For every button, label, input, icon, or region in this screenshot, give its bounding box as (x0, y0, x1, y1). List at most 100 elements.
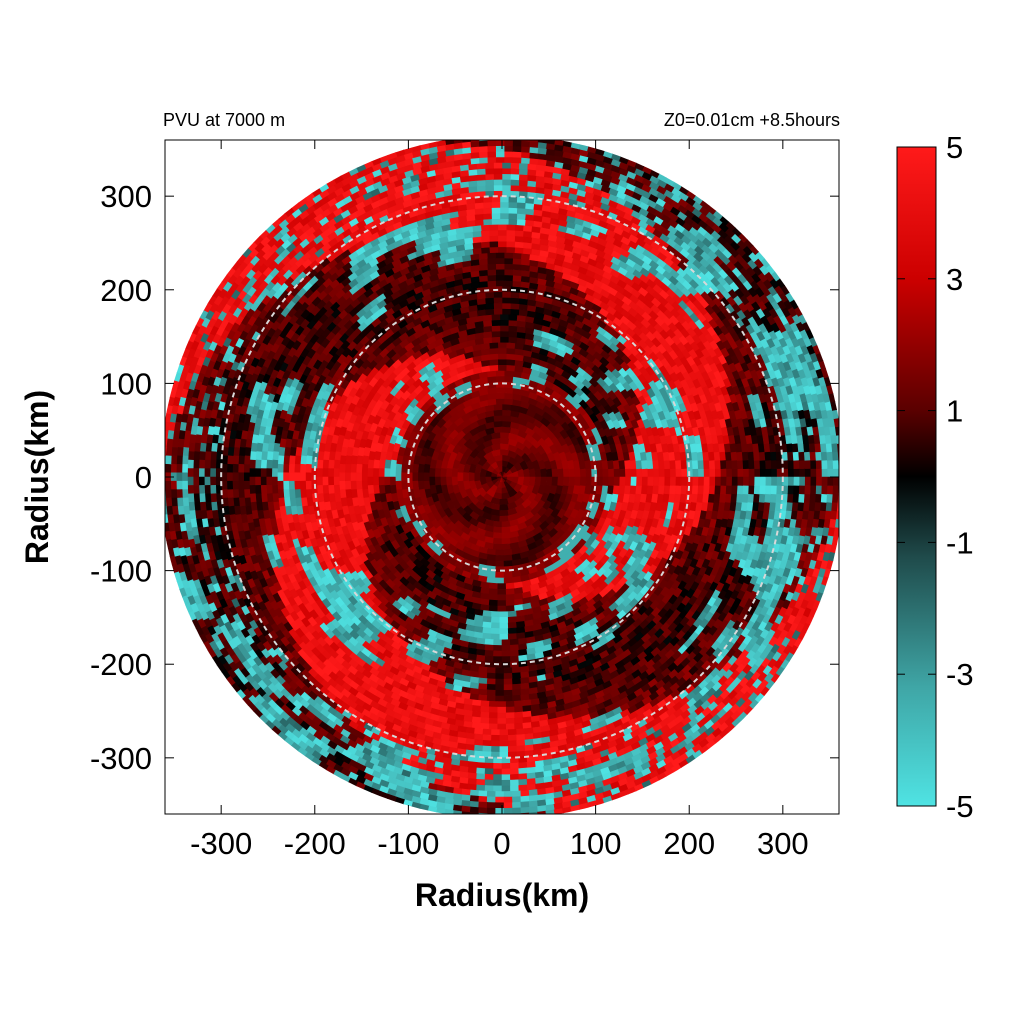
heatmap-cell (497, 594, 507, 601)
heatmap-cell (486, 672, 497, 680)
heatmap-cell (482, 201, 492, 209)
heatmap-cell (512, 274, 522, 282)
heatmap-cell (493, 296, 503, 304)
heatmap-cell (503, 251, 514, 259)
heatmap-cell (509, 649, 520, 657)
heatmap-cell (516, 213, 526, 220)
heatmap-cell (480, 241, 490, 249)
heatmap-cell (568, 476, 576, 487)
heatmap-cell (266, 493, 274, 503)
heatmap-cell (445, 467, 453, 478)
heatmap-cell (499, 509, 510, 517)
heatmap-cell (254, 468, 261, 478)
heatmap-cell (497, 723, 507, 731)
heatmap-cell (495, 695, 505, 703)
heatmap-cell (652, 484, 660, 495)
heatmap-cell (574, 476, 581, 487)
heatmap-cell (488, 700, 499, 708)
heatmap-cell (468, 472, 475, 482)
heatmap-cell (243, 472, 250, 482)
heatmap-cell (428, 476, 436, 487)
heatmap-cell (499, 443, 510, 450)
heatmap-cell (501, 537, 512, 545)
heatmap-cell (488, 712, 499, 719)
heatmap-cell (226, 463, 234, 474)
heatmap-cell (361, 463, 369, 474)
heatmap-cell (720, 476, 728, 486)
heatmap-cell (254, 476, 261, 486)
heatmap-cell (703, 484, 710, 495)
heatmap-cell (675, 468, 683, 478)
heatmap-cell (488, 246, 499, 254)
heatmap-cell (491, 740, 501, 747)
heatmap-cell (516, 207, 526, 215)
heatmap-cell (488, 605, 499, 613)
heatmap-cell (709, 468, 716, 478)
heatmap-cell (288, 463, 295, 474)
heatmap-cell (516, 201, 526, 209)
heatmap-cell (736, 493, 744, 503)
heatmap-cell (395, 480, 403, 491)
heatmap-cell (499, 740, 509, 747)
heatmap-cell (486, 257, 497, 265)
heatmap-cell (585, 467, 593, 478)
heatmap-cell (488, 588, 499, 596)
heatmap-cell (478, 683, 488, 691)
heatmap-cell (491, 207, 501, 214)
heatmap-cell (327, 476, 335, 486)
heatmap-cell (748, 468, 756, 478)
heatmap-cell (260, 451, 268, 461)
heatmap-cell (488, 723, 499, 731)
heatmap-cell (395, 463, 403, 474)
heatmap-cell (758, 493, 766, 503)
heatmap-cell (499, 325, 509, 332)
heatmap-cell (505, 223, 516, 231)
heatmap-cell (232, 463, 239, 474)
heatmap-cell (675, 476, 683, 486)
heatmap-cell (277, 480, 284, 491)
heatmap-cell (758, 451, 766, 461)
heatmap-cell (482, 728, 492, 736)
heatmap-cell (503, 375, 514, 383)
heatmap-cell (516, 739, 526, 747)
heatmap-cell (428, 467, 436, 478)
heatmap-cell (497, 235, 507, 242)
heatmap-cell (646, 459, 654, 470)
heatmap-cell (486, 695, 497, 702)
heatmap-cell (770, 451, 778, 461)
heatmap-cell (299, 463, 307, 474)
heatmap-cell (636, 476, 643, 486)
heatmap-cell (505, 605, 516, 613)
heatmap-cell (490, 325, 501, 332)
heatmap-cell (764, 493, 772, 503)
heatmap-cell (653, 468, 660, 478)
heatmap-cell (488, 706, 499, 714)
heatmap-cell (516, 218, 526, 226)
heatmap-cell (288, 455, 296, 465)
heatmap-cell (497, 712, 507, 719)
heatmap-cell (462, 472, 469, 482)
heatmap-cell (482, 319, 493, 327)
heatmap-cell (497, 341, 507, 349)
heatmap-cell (480, 224, 490, 232)
heatmap-cell (514, 722, 524, 730)
heatmap-cell (505, 229, 516, 237)
heatmap-cell (505, 358, 516, 366)
heatmap-cell (480, 700, 490, 708)
heatmap-cell (271, 476, 278, 486)
heatmap-cell (492, 520, 503, 528)
heatmap-cell (478, 671, 488, 679)
heatmap-cell (474, 202, 484, 210)
heatmap-cell (277, 472, 284, 482)
heatmap-cell (493, 650, 503, 658)
heatmap-cell (613, 468, 621, 478)
heatmap-cell (456, 472, 464, 482)
heatmap-cell (736, 484, 744, 495)
heatmap-cell (753, 484, 761, 495)
heatmap-cell (316, 459, 324, 470)
heatmap-cell (501, 520, 512, 528)
heatmap-cell (499, 504, 510, 511)
heatmap-cell (719, 451, 727, 461)
heatmap-cell (629, 484, 637, 495)
heatmap-cell (669, 459, 677, 470)
